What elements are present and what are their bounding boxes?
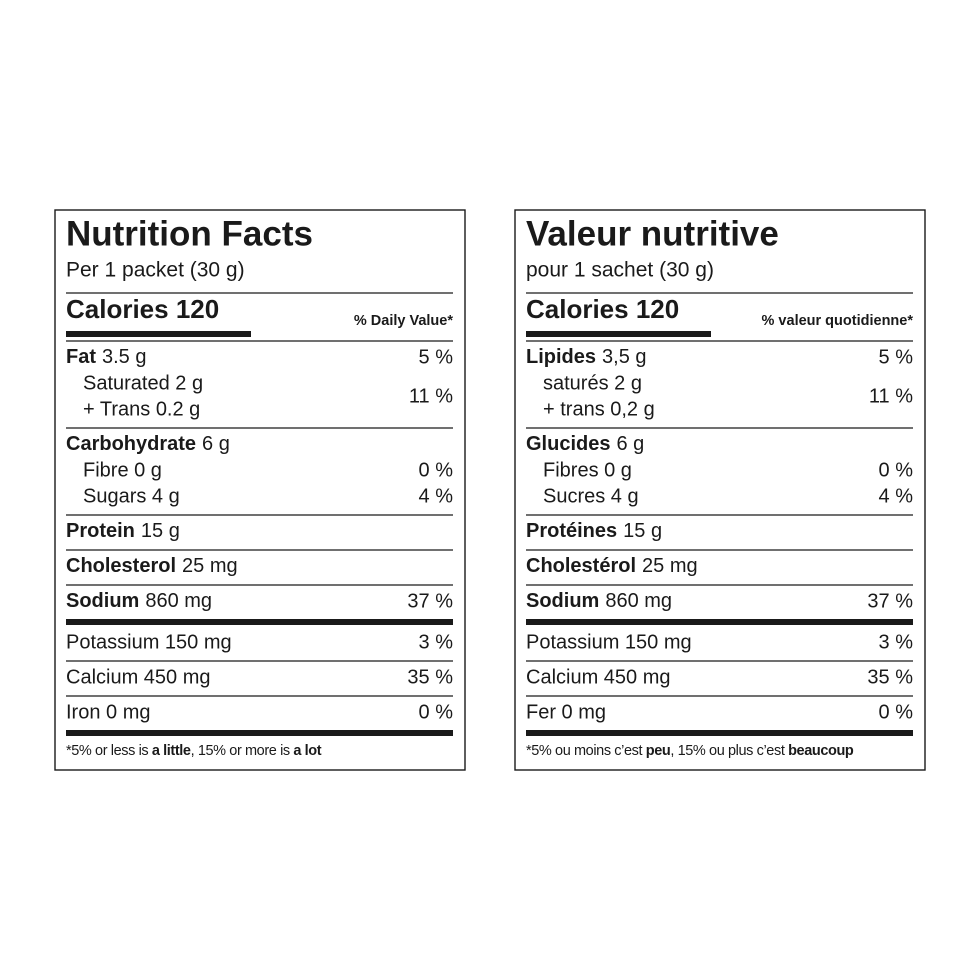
nutrient-name: Protein (66, 520, 135, 542)
daily-value: 35 % (407, 666, 453, 688)
calories-bar (66, 331, 251, 337)
nutrient-amount: 860 mg (145, 590, 212, 612)
footnote-part: peu (646, 743, 671, 759)
nutrient-amount: 25 mg (182, 555, 238, 577)
mineral-row: Potassium 150 mg (526, 631, 692, 653)
nutrient-row: Carbohydrate 6 g (66, 433, 230, 455)
sub-nutrient: Sucres 4 g (543, 485, 639, 507)
sub-nutrient: Saturated 2 g (83, 372, 203, 394)
nutrient-row: Cholestérol 25 mg (526, 555, 698, 577)
nutrient-row: Fat 3.5 g (66, 346, 146, 368)
mineral-row: Iron 0 mg (66, 701, 150, 723)
daily-value: 0 % (419, 459, 454, 481)
sub-nutrient: saturés 2 g (543, 372, 642, 394)
label-title: Nutrition Facts (66, 214, 313, 253)
serving-size: pour 1 sachet (30 g) (526, 259, 714, 282)
daily-value: 37 % (867, 590, 913, 612)
nutrient-name: Fat (66, 346, 96, 368)
mineral-row: Potassium 150 mg (66, 631, 232, 653)
daily-value: 37 % (407, 590, 453, 612)
dv-header: % valeur quotidienne* (762, 313, 914, 329)
nutrient-amount: 15 g (141, 520, 180, 542)
daily-value: 5 % (419, 346, 454, 368)
thick-divider (66, 730, 453, 736)
sub-nutrient: Fibres 0 g (543, 459, 632, 481)
nutrient-amount: 3,5 g (602, 346, 646, 368)
mineral-row: Calcium 450 mg (526, 666, 671, 688)
dv-header: % Daily Value* (354, 313, 453, 329)
daily-value: 11 % (869, 385, 913, 407)
label-box (54, 209, 466, 771)
nutrient-amount: 6 g (616, 433, 644, 455)
nutrient-row: Protein 15 g (66, 520, 180, 542)
daily-value: 3 % (419, 631, 454, 653)
footnote-part: *5% ou moins c’est (526, 743, 646, 759)
nutrient-row: Protéines 15 g (526, 520, 662, 542)
nutrient-row: Sodium 860 mg (66, 590, 212, 612)
daily-value: 4 % (419, 485, 454, 507)
nutrient-name: Protéines (526, 520, 617, 542)
daily-value: 11 % (409, 385, 453, 407)
daily-value: 5 % (879, 346, 914, 368)
nutrient-name: Sodium (66, 590, 139, 612)
daily-value: 4 % (879, 485, 914, 507)
nutrient-name: Carbohydrate (66, 433, 196, 455)
daily-value: 0 % (879, 459, 914, 481)
sub-nutrient: Fibre 0 g (83, 459, 162, 481)
sub-nutrient: Sugars 4 g (83, 485, 180, 507)
nutrient-row: Glucides 6 g (526, 433, 644, 455)
nutrient-amount: 15 g (623, 520, 662, 542)
nutrient-name: Sodium (526, 590, 599, 612)
sub-nutrient: + trans 0,2 g (543, 398, 655, 420)
daily-value: 0 % (419, 701, 454, 723)
thick-divider (66, 619, 453, 625)
sub-nutrient: + Trans 0.2 g (83, 398, 200, 420)
nutrient-name: Glucides (526, 433, 610, 455)
nutrient-row: Lipides 3,5 g (526, 346, 647, 368)
footnote-part: *5% or less is (66, 743, 152, 759)
nutrient-amount: 25 mg (642, 555, 698, 577)
nutrient-row: Sodium 860 mg (526, 590, 672, 612)
calories-bar (526, 331, 711, 337)
footnote: *5% or less is a little, 15% or more is … (66, 743, 322, 759)
thick-divider (526, 619, 913, 625)
footnote-part: beaucoup (788, 743, 854, 759)
footnote-part: , 15% ou plus c’est (670, 743, 788, 759)
nutrient-amount: 860 mg (605, 590, 672, 612)
label-title: Valeur nutritive (526, 214, 779, 253)
daily-value: 3 % (879, 631, 914, 653)
nutrient-name: Cholestérol (526, 555, 636, 577)
calories: Calories 120 (66, 294, 219, 324)
calories: Calories 120 (526, 294, 679, 324)
footnote-part: a little (152, 743, 191, 759)
daily-value: 0 % (879, 701, 914, 723)
mineral-row: Calcium 450 mg (66, 666, 211, 688)
nutrient-amount: 3.5 g (102, 346, 146, 368)
footnote-part: , 15% or more is (191, 743, 294, 759)
footnote: *5% ou moins c’est peu, 15% ou plus c’es… (526, 743, 854, 759)
nutrient-amount: 6 g (202, 433, 230, 455)
nutrient-name: Cholesterol (66, 555, 176, 577)
thick-divider (526, 730, 913, 736)
nutrient-name: Lipides (526, 346, 596, 368)
label-box (514, 209, 926, 771)
mineral-row: Fer 0 mg (526, 701, 606, 723)
serving-size: Per 1 packet (30 g) (66, 259, 245, 282)
daily-value: 35 % (867, 666, 913, 688)
nutrient-row: Cholesterol 25 mg (66, 555, 238, 577)
footnote-part: a lot (293, 743, 321, 759)
